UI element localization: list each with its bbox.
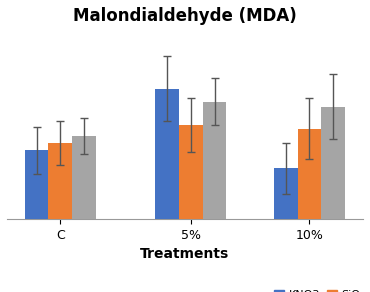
Bar (155, 89, 179, 219)
Bar (72, 136, 96, 219)
Bar (274, 168, 297, 219)
Bar (179, 125, 203, 219)
Title: Malondialdehyde (MDA): Malondialdehyde (MDA) (73, 7, 297, 25)
Bar (48, 143, 72, 219)
Bar (322, 107, 345, 219)
Legend: KNO3, SiO: KNO3, SiO (270, 286, 364, 292)
Bar (203, 102, 226, 219)
X-axis label: Treatments: Treatments (140, 247, 229, 261)
Bar (297, 129, 322, 219)
Bar (25, 150, 48, 219)
